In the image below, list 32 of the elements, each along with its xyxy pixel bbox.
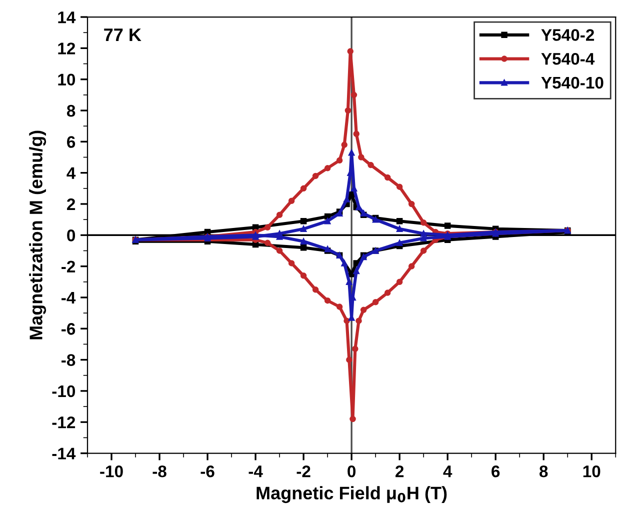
legend-label: Y540-4 [541, 53, 595, 65]
x-axis-title: Magnetic Field μ$_{0}$H (T) [256, 486, 447, 504]
y-tick-label: 10 [58, 74, 76, 86]
y-tick-label: 4 [66, 167, 76, 179]
y-tick-label: 0 [67, 230, 76, 242]
legend-label: Y540-10 [541, 76, 604, 89]
y-axis-title: Magnetization M (emu/g) [29, 130, 46, 340]
y-tick-label: 14 [58, 12, 76, 24]
y-tick-label: 6 [67, 136, 76, 148]
x-tick-label: -6 [200, 466, 214, 478]
x-tick-label: -2 [296, 466, 310, 478]
y-tick-label: 2 [67, 198, 76, 210]
annotation: 77 K [104, 28, 142, 42]
y-tick-label: 8 [66, 104, 76, 117]
x-tick-label: -4 [248, 466, 263, 478]
legend-label: Y540-2 [541, 29, 594, 41]
x-tick-label: 4 [443, 466, 452, 478]
x-tick-label: 6 [492, 466, 500, 478]
x-tick-label: 0 [348, 466, 356, 478]
x-tick-label: -8 [152, 466, 166, 478]
x-tick-label: -10 [100, 466, 123, 478]
y-tick-label: -14 [52, 448, 76, 460]
y-tick-label: -10 [52, 385, 76, 398]
y-tick-label: 12 [58, 42, 76, 54]
y-tick-label: -4 [62, 292, 76, 304]
y-tick-label: -8 [62, 354, 76, 366]
y-tick-label: -6 [62, 323, 76, 335]
x-tick-label: 10 [583, 466, 600, 478]
x-tick-label: 2 [396, 466, 404, 478]
x-tick-label: 8 [540, 466, 548, 478]
y-tick-label: -2 [62, 260, 76, 272]
y-tick-label: -12 [52, 416, 76, 428]
